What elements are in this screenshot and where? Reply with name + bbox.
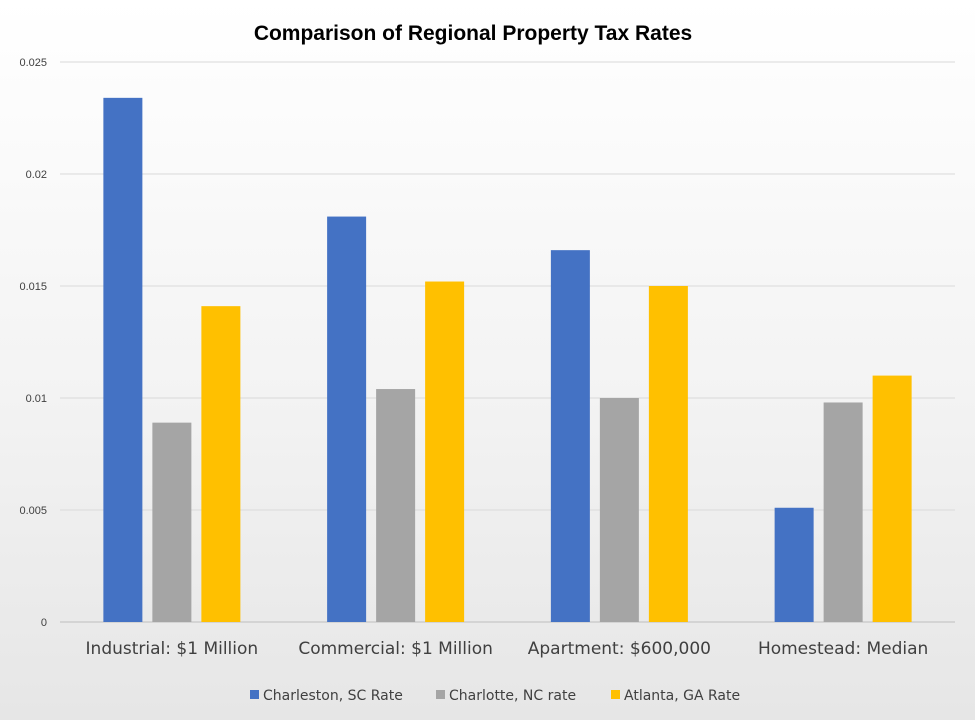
- bar: [599, 398, 639, 622]
- gridlines: [60, 61, 955, 623]
- bar: [550, 250, 590, 622]
- legend-label: Charlotte, NC rate: [449, 688, 576, 704]
- y-tick-label: 0: [41, 617, 47, 629]
- x-tick-label: Commercial: $1 Million: [298, 639, 493, 659]
- bar: [648, 286, 688, 622]
- chart-title: Comparison of Regional Property Tax Rate…: [254, 22, 692, 45]
- legend-label: Charleston, SC Rate: [263, 688, 403, 704]
- bar: [774, 507, 814, 622]
- legend-swatch: [250, 690, 259, 699]
- legend-label: Atlanta, GA Rate: [624, 688, 740, 704]
- y-axis-ticks: 0 0.005 0.01 0.015 0.02 0.025: [19, 57, 47, 629]
- bar: [376, 389, 416, 622]
- legend-swatch: [436, 690, 445, 699]
- x-tick-label: Apartment: $600,000: [528, 639, 711, 659]
- bars: [103, 97, 912, 623]
- x-tick-label: Homestead: Median: [758, 639, 928, 659]
- bar: [152, 422, 192, 622]
- y-tick-label: 0.025: [19, 57, 47, 69]
- y-tick-label: 0.015: [19, 281, 47, 293]
- legend: Charleston, SC Rate Charlotte, NC rate Atl…: [250, 688, 740, 704]
- x-tick-label: Industrial: $1 Million: [86, 639, 259, 659]
- bar: [103, 97, 143, 623]
- y-tick-label: 0.005: [19, 505, 47, 517]
- x-axis-ticks: Industrial: $1 Million Commercial: $1 Mil…: [86, 639, 929, 659]
- legend-swatch: [611, 690, 620, 699]
- y-tick-label: 0.02: [26, 169, 47, 181]
- bar: [872, 375, 912, 622]
- bar: [327, 216, 367, 622]
- bar: [201, 306, 241, 622]
- bar: [425, 281, 465, 622]
- bar: [823, 402, 863, 622]
- y-tick-label: 0.01: [26, 393, 47, 405]
